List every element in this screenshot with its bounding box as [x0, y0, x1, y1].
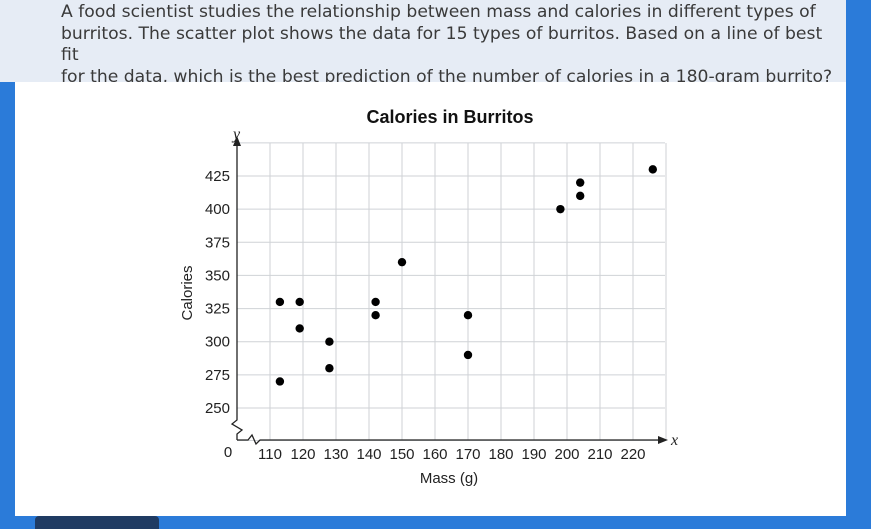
data-point-2 — [275, 297, 285, 307]
data-point-1 — [275, 377, 285, 386]
data-points — [275, 165, 657, 386]
y-axis-title: Calories — [179, 265, 196, 320]
grid — [237, 142, 667, 441]
x-tick-label-200: 200 — [554, 446, 579, 463]
x-tick-label-150: 150 — [389, 446, 414, 463]
y-tick-label-425: 425 — [205, 168, 230, 185]
data-point-6 — [325, 364, 334, 373]
x-tick-label-210: 210 — [587, 446, 612, 463]
origin-label: 0 — [224, 444, 232, 461]
x-tick-label-220: 220 — [620, 446, 645, 463]
data-point-12 — [556, 204, 565, 214]
question-line-2: burritos. The scatter plot shows the dat… — [61, 23, 823, 66]
question-emphasis: best — [281, 66, 319, 87]
y-tick-label-400: 400 — [205, 201, 230, 218]
y-tick-label-250: 250 — [205, 400, 230, 417]
axes — [230, 136, 668, 446]
x-axis-line — [237, 433, 662, 446]
y-axis-line — [230, 143, 244, 440]
question-line-1: A food scientist studies the relationshi… — [61, 2, 816, 22]
y-tick-label-275: 275 — [205, 367, 230, 384]
data-point-10 — [463, 311, 473, 320]
bottom-tab[interactable] — [35, 516, 159, 529]
data-point-14 — [576, 191, 585, 201]
question-line-3: for the data, which is the best predicti… — [61, 67, 836, 89]
x-axis-letter: x — [670, 432, 678, 449]
tick-labels: 110 120 130 140 150 160 170 180 190 200 210 220 250 2… — [205, 168, 646, 463]
y-tick-label-350: 350 — [205, 267, 230, 284]
x-tick-label-190: 190 — [521, 446, 546, 463]
data-point-15 — [648, 165, 657, 174]
data-point-5 — [325, 337, 334, 346]
x-tick-label-170: 170 — [455, 446, 480, 463]
question-line-3-end: prediction of the number of calories in … — [319, 66, 833, 87]
x-tick-label-180: 180 — [488, 446, 513, 463]
chart-panel — [15, 82, 846, 516]
data-point-3 — [295, 297, 304, 307]
data-point-7 — [371, 297, 380, 307]
x-tick-label-140: 140 — [356, 446, 381, 463]
y-axis-arrow — [233, 136, 241, 146]
x-tick-label-130: 130 — [323, 446, 348, 463]
x-tick-label-110: 110 — [258, 446, 282, 463]
data-point-13 — [576, 178, 585, 187]
y-tick-label-300: 300 — [205, 334, 230, 351]
x-tick-label-120: 120 — [290, 446, 315, 463]
data-point-8 — [371, 311, 380, 320]
data-point-9 — [397, 257, 407, 267]
y-tick-label-325: 325 — [205, 301, 230, 318]
question-line-3-start: for the data, which is the — [61, 66, 282, 87]
x-axis-arrow — [658, 436, 668, 444]
data-point-11 — [463, 350, 473, 360]
y-tick-label-375: 375 — [205, 234, 230, 251]
x-tick-label-160: 160 — [422, 446, 447, 463]
y-axis-letter: y — [231, 126, 241, 143]
data-point-4 — [295, 324, 304, 333]
chart-title: Calories in Burritos — [366, 107, 533, 127]
question-text: A food scientist studies the relationshi… — [0, 0, 846, 87]
x-axis-title: Mass (g) — [420, 470, 478, 487]
